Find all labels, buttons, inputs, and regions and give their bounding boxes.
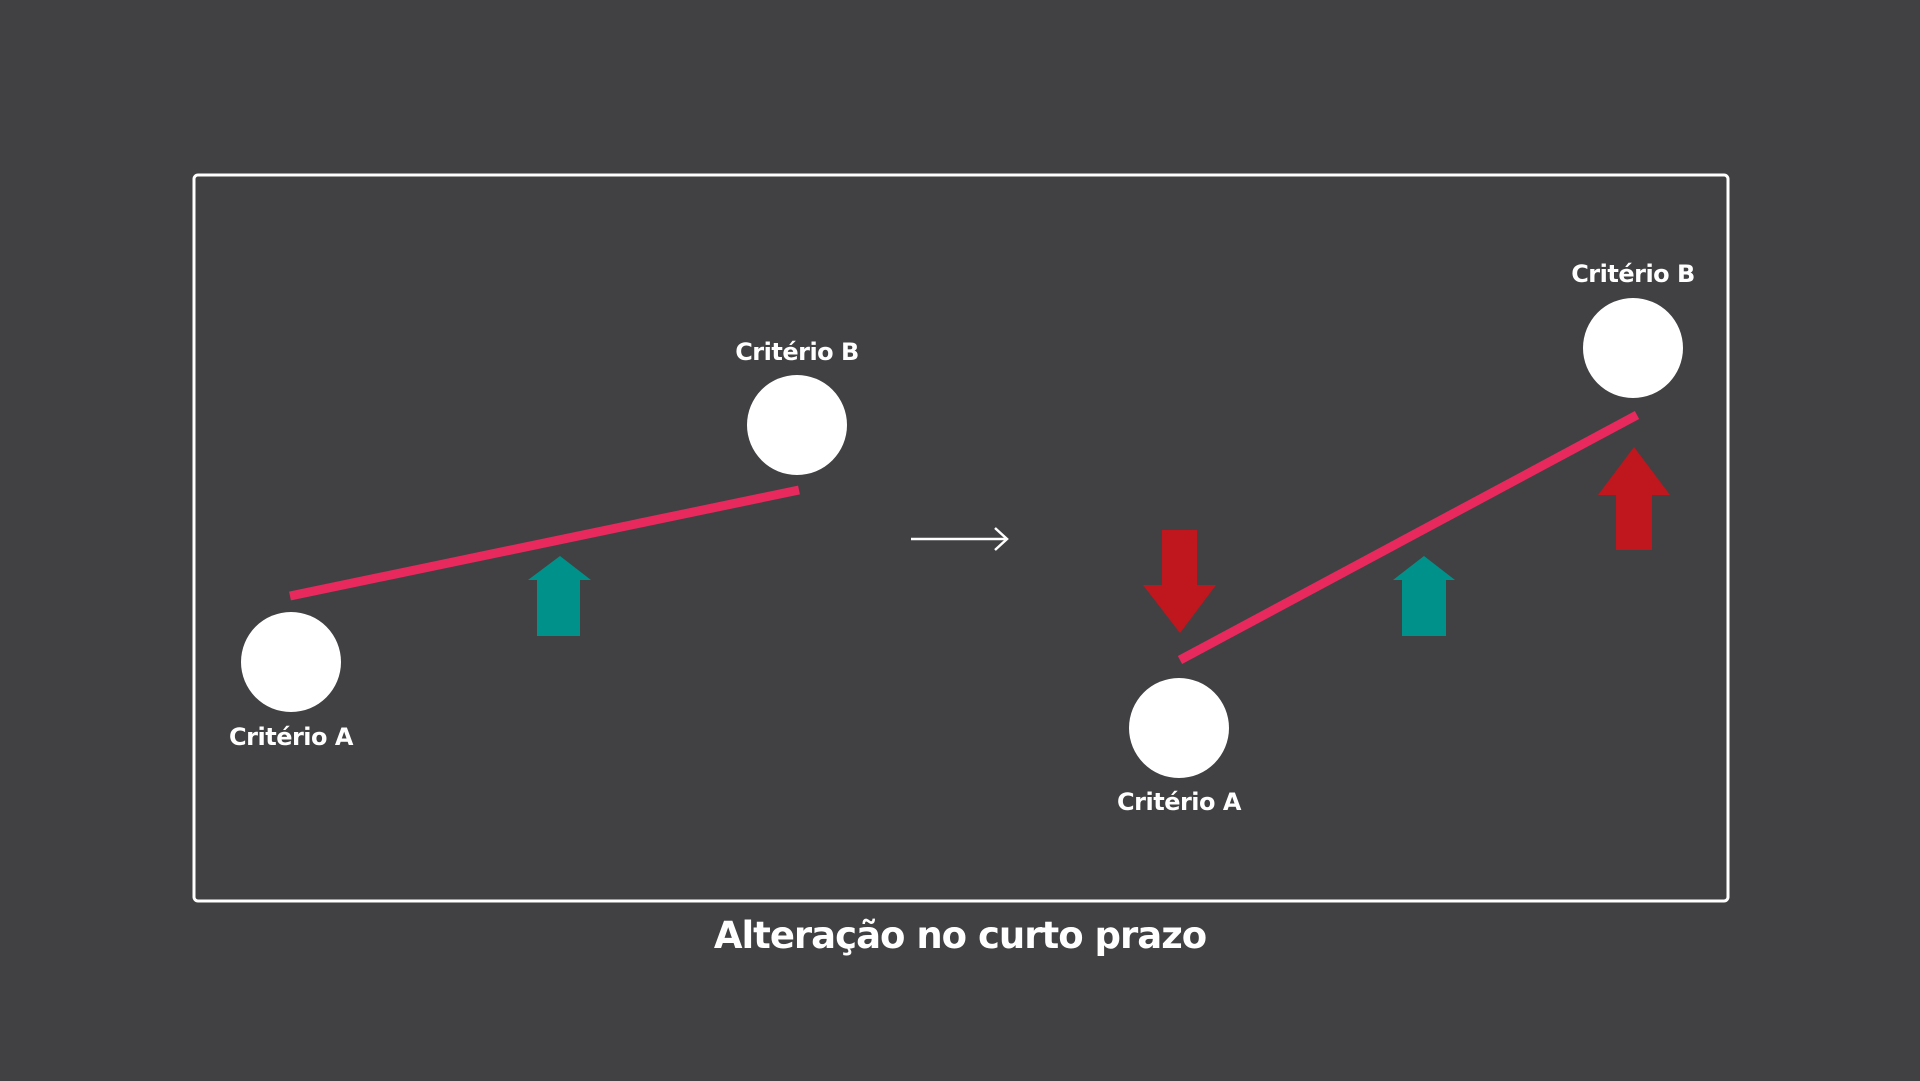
node-a-label: Critério A (1117, 788, 1242, 816)
node-b-label: Critério B (1571, 260, 1695, 288)
arrow-up-icon (528, 556, 591, 636)
node-a-label: Critério A (229, 723, 354, 751)
arrow-up-icon (1393, 556, 1455, 636)
right-arrow-icon (911, 527, 1009, 551)
diagram-frame (192, 173, 1730, 903)
panel-before: Critério B Critério A (229, 338, 859, 751)
link-line-before (289, 485, 800, 601)
node-criterio-b (1583, 298, 1683, 398)
node-criterio-a (241, 612, 341, 712)
panel-after: Critério B Critério A (1117, 260, 1695, 816)
arrow-up-icon (1598, 447, 1670, 550)
diagram-caption: Alteração no curto prazo (714, 914, 1206, 957)
arrow-down-icon (1143, 530, 1216, 633)
link-line-after (1177, 411, 1640, 664)
node-criterio-a (1129, 678, 1229, 778)
node-b-label: Critério B (735, 338, 859, 366)
node-criterio-b (747, 375, 847, 475)
